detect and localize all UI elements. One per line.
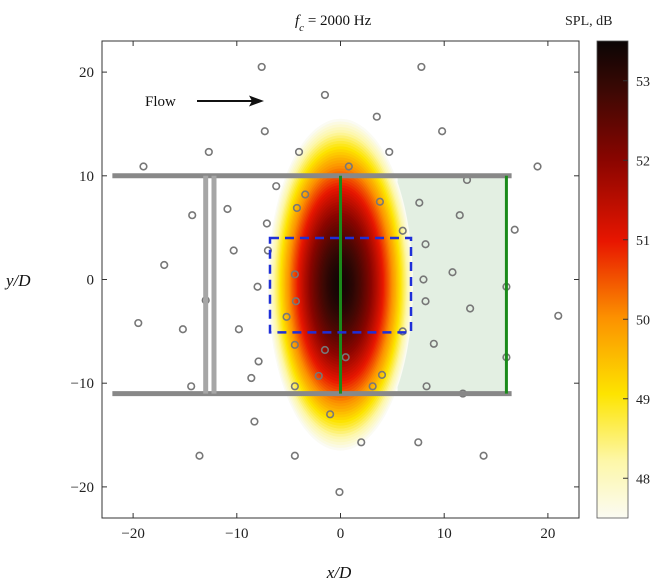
y-tick-label: −10 bbox=[71, 376, 94, 392]
x-tick-label: 10 bbox=[437, 526, 452, 542]
microphone-marker bbox=[294, 147, 304, 157]
microphone-marker bbox=[247, 373, 256, 383]
title-rest: = 2000 Hz bbox=[304, 13, 372, 29]
y-tick-label: 0 bbox=[87, 273, 95, 289]
ticks-layer: −20 −10 0 10 20 −20 −10 0 10 20 bbox=[71, 41, 579, 542]
microphone-marker bbox=[223, 204, 232, 214]
green-region bbox=[397, 175, 507, 394]
microphone-marker bbox=[533, 162, 542, 171]
colorbar-tick-label: 48 bbox=[636, 472, 650, 487]
microphone-marker bbox=[421, 240, 430, 249]
microphone-marker bbox=[479, 451, 488, 460]
microphone-marker bbox=[554, 311, 563, 320]
microphone-marker bbox=[510, 225, 519, 234]
microphone-marker bbox=[260, 127, 269, 136]
microphone-marker bbox=[291, 297, 301, 306]
microphone-marker bbox=[257, 62, 266, 72]
x-tick-label: −20 bbox=[121, 526, 144, 542]
colorbar-ticks: 48 49 50 51 52 53 bbox=[623, 75, 650, 487]
microphone-marker bbox=[377, 370, 387, 380]
green-region-layer bbox=[397, 175, 507, 394]
microphone-marker bbox=[139, 162, 148, 171]
colorbar-gradient bbox=[596, 40, 629, 519]
microphone-marker bbox=[178, 325, 187, 334]
microphone-marker bbox=[385, 147, 394, 157]
x-axis-label: x/D bbox=[326, 563, 352, 582]
colorbar-tick-label: 52 bbox=[636, 154, 650, 169]
microphone-marker bbox=[290, 382, 299, 391]
flow-arrow-icon bbox=[249, 95, 264, 107]
colorbar-label: SPL, dB bbox=[565, 14, 612, 29]
y-tick-label: 20 bbox=[79, 65, 94, 81]
microphone-marker bbox=[344, 162, 353, 171]
microphone-marker bbox=[398, 226, 407, 235]
title-subscript: c bbox=[299, 22, 304, 34]
title-text: fc = 2000 Hz bbox=[295, 13, 372, 34]
microphone-marker bbox=[187, 382, 196, 391]
microphone-marker bbox=[253, 282, 262, 291]
structures-layer bbox=[112, 173, 512, 397]
microphone-marker bbox=[326, 410, 335, 419]
microphone-marker bbox=[372, 112, 381, 121]
microphone-marker bbox=[292, 203, 302, 213]
microphone-marker bbox=[134, 318, 143, 328]
microphone-marker bbox=[234, 325, 243, 334]
flow-label: Flow bbox=[145, 94, 176, 110]
microphone-marker bbox=[335, 487, 344, 497]
microphone-marker bbox=[195, 451, 204, 460]
microphone-marker bbox=[320, 90, 330, 100]
microphone-marker bbox=[357, 438, 366, 447]
x-tick-label: −10 bbox=[225, 526, 248, 542]
microphone-marker bbox=[160, 260, 169, 270]
microphone-marker bbox=[314, 371, 323, 381]
colorbar-tick-label: 50 bbox=[636, 313, 650, 328]
microphone-marker bbox=[368, 382, 377, 391]
microphone-marker bbox=[272, 182, 281, 191]
y-tick-label: −20 bbox=[71, 480, 94, 496]
colorbar: SPL, dB 48 49 50 51 52 53 bbox=[565, 14, 650, 519]
microphone-marker bbox=[466, 304, 475, 313]
microphone-marker bbox=[422, 382, 431, 391]
integration-region bbox=[268, 236, 413, 334]
microphone-marker bbox=[341, 353, 350, 362]
microphone-marker bbox=[320, 345, 330, 355]
microphone-marker bbox=[421, 297, 430, 306]
colorbar-tick-label: 49 bbox=[636, 393, 650, 408]
microphone-marker bbox=[282, 312, 291, 321]
microphone-marker bbox=[290, 451, 299, 460]
microphone-marker bbox=[375, 197, 385, 206]
x-tick-label: 20 bbox=[540, 526, 555, 542]
y-tick-label: 10 bbox=[79, 169, 94, 185]
microphone-marker bbox=[262, 219, 271, 228]
microphone-marker bbox=[229, 246, 238, 255]
y-axis-label: y/D bbox=[4, 271, 31, 290]
chart-title: fc = 2000 Hz bbox=[295, 13, 372, 34]
colorbar-tick-label: 53 bbox=[636, 75, 650, 90]
title-variable: f bbox=[295, 13, 301, 29]
microphone-marker bbox=[429, 339, 438, 348]
x-tick-label: 0 bbox=[337, 526, 345, 542]
microphone-marker bbox=[415, 198, 424, 207]
microphone-marker bbox=[448, 268, 457, 277]
microphone-marker bbox=[188, 211, 197, 220]
flow-annotation: Flow bbox=[145, 94, 264, 110]
microphone-marker bbox=[290, 270, 299, 279]
microphone-marker bbox=[438, 127, 447, 136]
plot-area: −20 −10 0 10 20 −20 −10 0 10 20 Flow bbox=[71, 40, 580, 542]
microphone-marker bbox=[254, 357, 263, 366]
microphone-marker bbox=[250, 417, 259, 426]
colorbar-tick-label: 51 bbox=[636, 234, 650, 249]
microphone-marker bbox=[301, 190, 310, 199]
microphone-marker bbox=[417, 62, 426, 72]
microphone-marker bbox=[414, 438, 423, 447]
microphone-marker bbox=[419, 275, 428, 284]
microphone-marker bbox=[455, 211, 464, 220]
microphone-marker bbox=[290, 340, 299, 349]
microphone-marker bbox=[204, 147, 213, 157]
